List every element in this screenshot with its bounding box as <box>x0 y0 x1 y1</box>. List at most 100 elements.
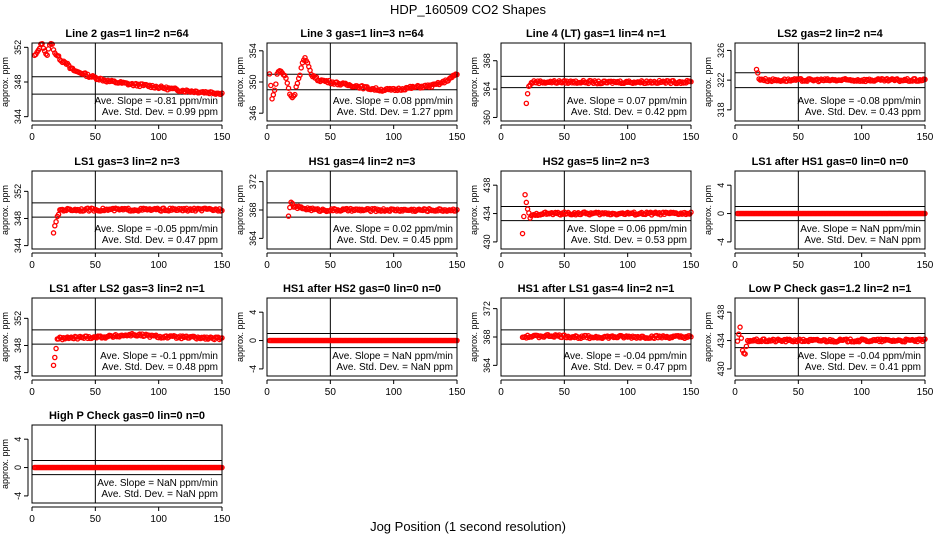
x-tick-label: 50 <box>90 132 102 143</box>
y-tick-label: 344 <box>13 109 23 124</box>
panel-2: Line 3 gas=1 lin=3 n=64 346 350 354approx. … <box>235 28 466 143</box>
x-tick-label: 100 <box>853 260 870 271</box>
slope-annotation: Ave. Slope = NaN ppm/min <box>97 478 218 489</box>
data-point <box>52 354 58 361</box>
y-tick-label: 430 <box>482 234 492 249</box>
data-point <box>524 90 531 97</box>
y-axis-label: approx. ppm <box>0 57 10 107</box>
slope-annotation: Ave. Slope = 0.06 ppm/min <box>567 224 687 235</box>
x-tick-label: 150 <box>683 387 700 398</box>
data-point <box>268 82 274 89</box>
x-tick-label: 150 <box>214 387 231 398</box>
y-tick-label: 4 <box>716 183 726 188</box>
x-tick-label: 0 <box>498 387 504 398</box>
panel-title: LS2 gas=2 lin=2 n=4 <box>777 28 883 40</box>
x-tick-label: 100 <box>150 514 167 525</box>
plot-box <box>266 297 458 377</box>
x-tick-label: 50 <box>90 260 102 271</box>
x-tick-label: 150 <box>449 387 466 398</box>
plot-box <box>500 297 692 377</box>
y-tick-label: 348 <box>13 74 23 89</box>
y-tick-label: 352 <box>13 184 23 199</box>
plot-box <box>31 170 223 250</box>
data-point <box>39 40 45 47</box>
data-point <box>271 87 278 93</box>
data-point <box>281 72 288 79</box>
panel-10: HS1 after HS2 gas=0 lin=0 n=0 -4 0 4approx.… <box>235 283 466 398</box>
x-tick-label: 0 <box>29 260 35 271</box>
y-axis-label: approx. ppm <box>469 57 479 107</box>
data-point <box>739 347 746 354</box>
data-point <box>294 80 301 87</box>
x-tick-label: 50 <box>793 387 805 398</box>
panel-title: Line 2 gas=1 lin=2 n=64 <box>65 28 189 40</box>
x-tick-label: 100 <box>619 260 636 271</box>
std-annotation: Ave. Std. Dev. = 0.53 ppm <box>571 235 687 246</box>
y-tick-label: 364 <box>482 82 492 97</box>
std-annotation: Ave. Std. Dev. = 0.41 ppm <box>805 362 921 373</box>
data-point <box>270 92 277 98</box>
x-tick-label: 150 <box>449 132 466 143</box>
x-tick-label: 150 <box>214 514 231 525</box>
x-tick-label: 150 <box>214 132 231 143</box>
panel-title: LS1 after LS2 gas=3 lin=2 n=1 <box>49 283 205 295</box>
panel-13: High P Check gas=0 lin=0 n=0 -4 0 4approx. … <box>0 410 231 525</box>
panel-title: Low P Check gas=1.2 lin=2 n=1 <box>749 283 912 295</box>
panel-title: HS1 after HS2 gas=0 lin=0 n=0 <box>283 283 441 295</box>
y-tick-label: 438 <box>482 178 492 193</box>
x-tick-label: 100 <box>150 260 167 271</box>
y-axis-label: approx. ppm <box>235 57 245 107</box>
y-tick-label: 4 <box>248 310 258 315</box>
y-tick-label: 0 <box>716 211 726 216</box>
x-tick-label: 150 <box>683 132 700 143</box>
y-tick-label: 0 <box>13 465 23 470</box>
std-annotation: Ave. Std. Dev. = 1.27 ppm <box>337 107 453 118</box>
x-tick-label: 100 <box>853 387 870 398</box>
y-tick-label: 4 <box>13 437 23 442</box>
y-tick-label: 346 <box>248 106 258 121</box>
y-tick-label: 352 <box>13 40 23 55</box>
data-point <box>40 45 47 51</box>
panel-8: LS1 after HS1 gas=0 lin=0 n=0 -4 0 4approx.… <box>703 156 934 271</box>
slope-annotation: Ave. Slope = NaN ppm/min <box>800 224 921 235</box>
data-point <box>755 70 761 76</box>
std-annotation: Ave. Std. Dev. = 0.47 ppm <box>571 362 687 373</box>
y-tick-label: -4 <box>716 238 726 246</box>
y-tick-label: 350 <box>248 74 258 89</box>
panel-title: Line 4 (LT) gas=1 lin=4 n=1 <box>526 28 666 40</box>
y-tick-label: 352 <box>13 311 23 326</box>
x-tick-label: 50 <box>325 260 337 271</box>
y-tick-label: 438 <box>716 305 726 320</box>
y-tick-label: -4 <box>248 365 258 373</box>
panel-title: LS1 after HS1 gas=0 lin=0 n=0 <box>752 156 909 168</box>
x-tick-label: 100 <box>385 387 402 398</box>
panel-11: HS1 after LS1 gas=4 lin=2 n=1 364 368 372ap… <box>469 283 700 398</box>
x-tick-label: 50 <box>325 132 337 143</box>
data-point <box>521 213 527 220</box>
x-tick-label: 0 <box>264 132 270 143</box>
x-tick-label: 0 <box>732 132 738 143</box>
y-tick-label: 430 <box>716 361 726 376</box>
y-tick-label: 368 <box>482 329 492 344</box>
y-axis-label: approx. ppm <box>0 185 10 235</box>
data-point <box>55 211 62 218</box>
data-point <box>53 345 59 352</box>
panel-1: Line 2 gas=1 lin=2 n=64 344 348 352approx. … <box>0 28 231 143</box>
x-tick-label: 150 <box>214 260 231 271</box>
x-tick-label: 50 <box>793 132 805 143</box>
data-point <box>526 83 532 90</box>
plot-box <box>266 42 458 122</box>
figure-xlabel: Jog Position (1 second resolution) <box>370 519 566 534</box>
y-tick-label: 354 <box>248 43 258 58</box>
x-tick-label: 0 <box>498 260 504 271</box>
y-axis-label: approx. ppm <box>0 312 10 362</box>
slope-annotation: Ave. Slope = 0.08 ppm/min <box>333 96 453 107</box>
panel-3: Line 4 (LT) gas=1 lin=4 n=1 360 364 368appr… <box>469 28 700 143</box>
slope-annotation: Ave. Slope = -0.04 ppm/min <box>564 351 688 362</box>
slope-annotation: Ave. Slope = 0.07 ppm/min <box>567 96 687 107</box>
y-tick-label: 368 <box>248 202 258 217</box>
x-tick-label: 150 <box>917 132 934 143</box>
